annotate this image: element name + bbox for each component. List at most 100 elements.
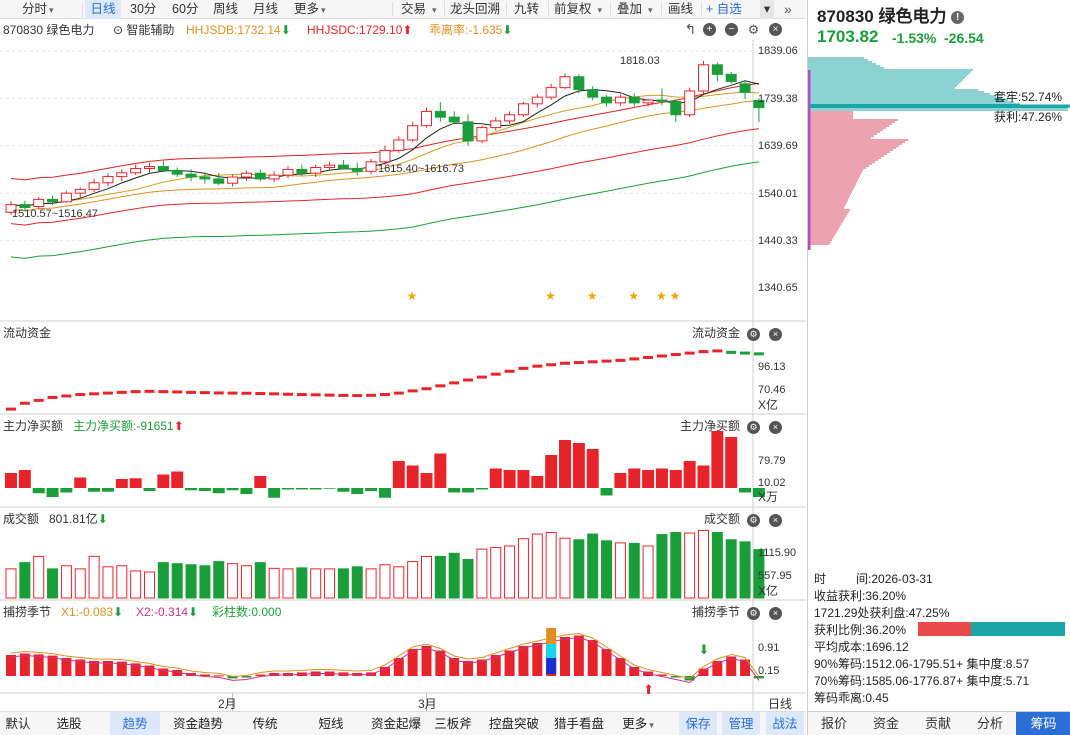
settings-icon[interactable]: ⚙ [747,514,760,527]
season-bar [75,659,86,676]
strategy-button[interactable]: 战法 [766,712,804,735]
netbuy-bar [655,468,668,488]
tab-60min[interactable]: 60分 [172,2,199,16]
ytick-season: 0.91 [758,642,780,654]
volume-bar [670,531,682,599]
ytick-main: 1440.33 [758,235,798,247]
save-button[interactable]: 保存 [679,712,717,735]
tab-traditional[interactable]: 传统 [252,717,278,731]
tab-short-term[interactable]: 短线 [318,717,344,731]
volume-bar [531,533,543,599]
nine-turn-button[interactable]: 九转 [514,2,540,16]
netbuy-bar [462,488,475,493]
candle-body [254,172,266,180]
volume-bar [5,568,17,599]
overlay-menu[interactable]: 叠加 ▾ [617,2,653,16]
tab-intraday[interactable]: 分时 ▾ [22,2,54,16]
netbuy-bar [420,473,433,488]
right-panel: 870830 绿色电力 ! 1703.82 -1.53% -26.54 套牢:5… [807,0,1070,735]
volume-bar [407,561,419,599]
tab-chips[interactable]: 筹码 [1016,712,1070,735]
avg-cost-stat: 平均成本:1696.12 [814,640,909,654]
netbuy-bar [212,488,225,494]
manage-button[interactable]: 管理 [722,712,760,735]
tab-more[interactable]: 更多 ▾ [294,2,326,16]
netbuy-bar [198,488,211,491]
season-marker [546,628,557,644]
tab-analysis[interactable]: 分析 [976,716,1003,731]
volume-bar [171,563,183,599]
netbuy-panel-controls[interactable]: ⚙ × [738,419,782,434]
tab-three-axes[interactable]: 三板斧 [434,717,472,731]
netbuy-bar [323,488,336,489]
candle-body [379,149,391,163]
season-bar [435,650,446,676]
stock-title: 870830 绿色电力 ! [817,2,965,27]
last-price: 1703.82 [817,27,879,46]
watchlist-dropdown-icon[interactable]: ▾ [760,0,774,19]
volume-bar [324,568,336,599]
settings-icon[interactable]: ⚙ [747,328,760,341]
netbuy-bar [475,488,488,490]
netbuy-bar [725,437,738,488]
tab-fund-burst[interactable]: 资金起爆 [370,717,421,731]
signal-star-icon: ★ [628,289,639,303]
back-icon[interactable]: ↰ [684,21,697,37]
leader-review-button[interactable]: 龙头回溯 [450,2,501,16]
smart-assist-toggle[interactable]: ⊙ 智能辅助 [113,23,175,37]
close-icon[interactable]: × [769,607,782,620]
tab-control-break[interactable]: 控盘突破 [488,717,539,731]
candle-body [462,121,474,142]
adjust-menu[interactable]: 前复权 ▾ [554,2,603,16]
volume-bar [102,566,114,599]
tab-daily[interactable]: 日线 [85,0,121,19]
close-icon[interactable]: × [769,421,782,434]
volume-panel-controls[interactable]: ⚙ × [738,512,782,527]
volume-bar [559,537,571,599]
zoom-in-icon[interactable]: + [703,23,716,36]
tab-contribution[interactable]: 贡献 [924,716,951,731]
ma-line [10,128,759,226]
tab-30min[interactable]: 30分 [130,2,157,16]
tab-trend[interactable]: 趋势 [110,712,160,735]
trade-menu[interactable]: 交易 ▾ [401,2,437,16]
draw-line-button[interactable]: 画线 [668,2,694,16]
tab-more-indicators[interactable]: 更多 ▾ [622,717,654,731]
volume-bar [213,561,225,599]
volume-bar [185,564,197,599]
candle-body [559,76,571,89]
close-icon[interactable]: × [769,514,782,527]
info-icon[interactable]: ! [951,11,965,25]
tab-monthly[interactable]: 月线 [253,2,279,16]
close-icon[interactable]: × [769,23,782,36]
tab-default[interactable]: 默认 [5,717,31,731]
season-bar [213,675,224,677]
season-bar [573,635,584,676]
volume-bar [282,568,294,599]
tab-stock-select[interactable]: 选股 [56,717,82,731]
tab-quote[interactable]: 报价 [820,716,847,731]
tab-hunter[interactable]: 猎手看盘 [553,717,604,731]
netbuy-bar [572,443,585,488]
trapped-ratio: 套牢:52.74% [994,90,1063,104]
netbuy-bar [378,488,391,498]
settings-icon[interactable]: ⚙ [747,22,760,37]
zoom-out-icon[interactable]: − [725,23,738,36]
settings-icon[interactable]: ⚙ [747,607,760,620]
tab-fund-trend[interactable]: 资金趋势 [172,717,223,731]
close-icon[interactable]: × [769,328,782,341]
collapse-icon[interactable]: » [784,1,792,17]
volume-bar [462,559,474,599]
tab-weekly[interactable]: 周线 [213,2,239,16]
volume-bar [628,542,640,599]
candle-body [310,167,322,174]
season-panel-controls[interactable]: ⚙ × [738,605,782,620]
volume-bar [310,568,322,599]
season-bar [144,665,155,676]
netbuy-bar [254,476,267,488]
settings-icon[interactable]: ⚙ [747,421,760,434]
tab-fund[interactable]: 资金 [872,716,899,731]
flow-panel-controls[interactable]: ⚙ × [738,326,782,341]
netbuy-bar [752,488,765,497]
add-watchlist-button[interactable]: + 自选 [706,2,742,16]
